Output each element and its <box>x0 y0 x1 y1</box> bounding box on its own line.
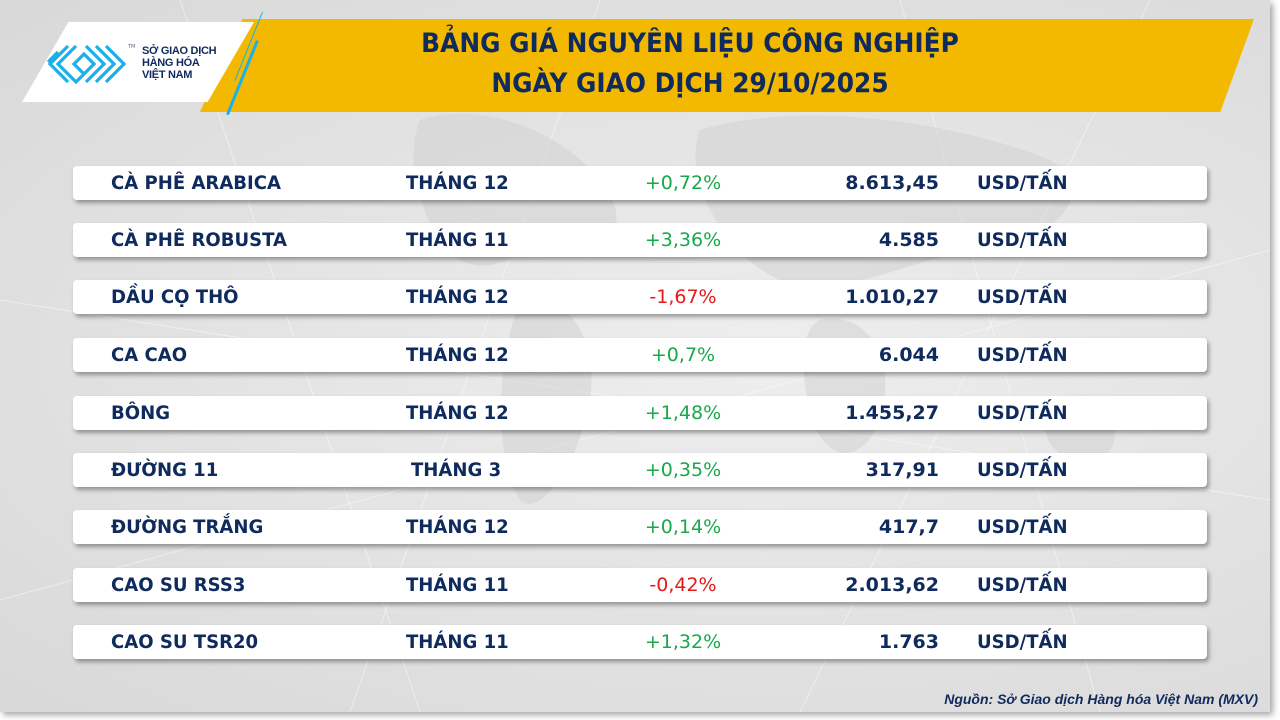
mxv-logo-icon <box>46 44 127 85</box>
logo-trademark: TM <box>128 44 136 50</box>
price-unit: USD/TẤN <box>977 402 1068 424</box>
logo-line-2: HÀNG HÓA <box>142 57 200 69</box>
price-value: 317,91 <box>865 459 939 481</box>
price-value: 2.013,62 <box>845 574 939 596</box>
price-value: 8.613,45 <box>845 172 939 194</box>
commodity-name: BÔNG <box>111 402 171 424</box>
change-percent: +0,14% <box>644 516 722 538</box>
change-percent: +1,32% <box>644 631 722 653</box>
change-percent: -1,67% <box>649 286 717 308</box>
table-row: ĐƯỜNG 11 THÁNG 3 +0,35% 317,91 USD/TẤN <box>73 453 1207 487</box>
price-unit: USD/TẤN <box>977 574 1068 596</box>
commodity-name: CÀ PHÊ ROBUSTA <box>111 229 287 251</box>
table-row: CAO SU TSR20 THÁNG 11 +1,32% 1.763 USD/T… <box>73 625 1207 659</box>
source-note: Nguồn: Sở Giao dịch Hàng hóa Việt Nam (M… <box>944 691 1258 707</box>
title-line-2: NGÀY GIAO DỊCH 29/10/2025 <box>491 68 889 99</box>
contract-month: THÁNG 11 <box>406 631 509 653</box>
price-unit: USD/TẤN <box>977 286 1068 308</box>
contract-month: THÁNG 12 <box>406 172 509 194</box>
price-value: 1.763 <box>878 631 939 653</box>
page-title: BẢNG GIÁ NGUYÊN LIỆU CÔNG NGHIỆP NGÀY GI… <box>294 24 1085 104</box>
commodity-name: ĐƯỜNG 11 <box>111 459 219 481</box>
table-row: DẦU CỌ THÔ THÁNG 12 -1,67% 1.010,27 USD/… <box>73 280 1207 314</box>
change-percent: +3,36% <box>644 229 722 251</box>
title-banner <box>200 19 1254 112</box>
table-row: BÔNG THÁNG 12 +1,48% 1.455,27 USD/TẤN <box>73 396 1207 430</box>
table-row: CÀ PHÊ ARABICA THÁNG 12 +0,72% 8.613,45 … <box>73 166 1207 200</box>
contract-month: THÁNG 12 <box>406 402 509 424</box>
logo-text: SỞ GIAO DỊCH HÀNG HÓA VIỆT NAM <box>142 45 217 81</box>
table-row: CA CAO THÁNG 12 +0,7% 6.044 USD/TẤN <box>73 338 1207 372</box>
change-percent: +1,48% <box>644 402 722 424</box>
table-row: CÀ PHÊ ROBUSTA THÁNG 11 +3,36% 4.585 USD… <box>73 223 1207 257</box>
contract-month: THÁNG 12 <box>406 516 509 538</box>
price-unit: USD/TẤN <box>977 172 1068 194</box>
commodity-name: CA CAO <box>111 344 188 366</box>
change-percent: +0,7% <box>650 344 716 366</box>
price-unit: USD/TẤN <box>977 229 1068 251</box>
table-row: ĐƯỜNG TRẮNG THÁNG 12 +0,14% 417,7 USD/TẤ… <box>73 510 1207 544</box>
commodity-name: CÀ PHÊ ARABICA <box>111 172 281 194</box>
commodity-name: ĐƯỜNG TRẮNG <box>111 516 264 538</box>
price-value: 4.585 <box>878 229 939 251</box>
contract-month: THÁNG 12 <box>406 286 509 308</box>
logo-line-3: VIỆT NAM <box>142 69 193 81</box>
price-value: 1.455,27 <box>845 402 939 424</box>
price-value: 6.044 <box>878 344 939 366</box>
change-percent: +0,72% <box>644 172 722 194</box>
contract-month: THÁNG 11 <box>406 229 509 251</box>
commodity-name: CAO SU TSR20 <box>111 631 259 653</box>
title-line-1: BẢNG GIÁ NGUYÊN LIỆU CÔNG NGHIỆP <box>421 28 959 59</box>
change-percent: -0,42% <box>649 574 717 596</box>
price-unit: USD/TẤN <box>977 344 1068 366</box>
commodity-name: CAO SU RSS3 <box>111 574 246 596</box>
price-value: 1.010,27 <box>845 286 939 308</box>
price-value: 417,7 <box>878 516 939 538</box>
change-percent: +0,35% <box>644 459 722 481</box>
contract-month: THÁNG 12 <box>406 344 509 366</box>
contract-month: THÁNG 11 <box>406 574 509 596</box>
price-unit: USD/TẤN <box>977 459 1068 481</box>
contract-month: THÁNG 3 <box>411 459 502 481</box>
commodity-name: DẦU CỌ THÔ <box>111 286 239 308</box>
table-row: CAO SU RSS3 THÁNG 11 -0,42% 2.013,62 USD… <box>73 568 1207 602</box>
logo-line-1: SỞ GIAO DỊCH <box>142 45 217 57</box>
price-unit: USD/TẤN <box>977 516 1068 538</box>
price-unit: USD/TẤN <box>977 631 1068 653</box>
